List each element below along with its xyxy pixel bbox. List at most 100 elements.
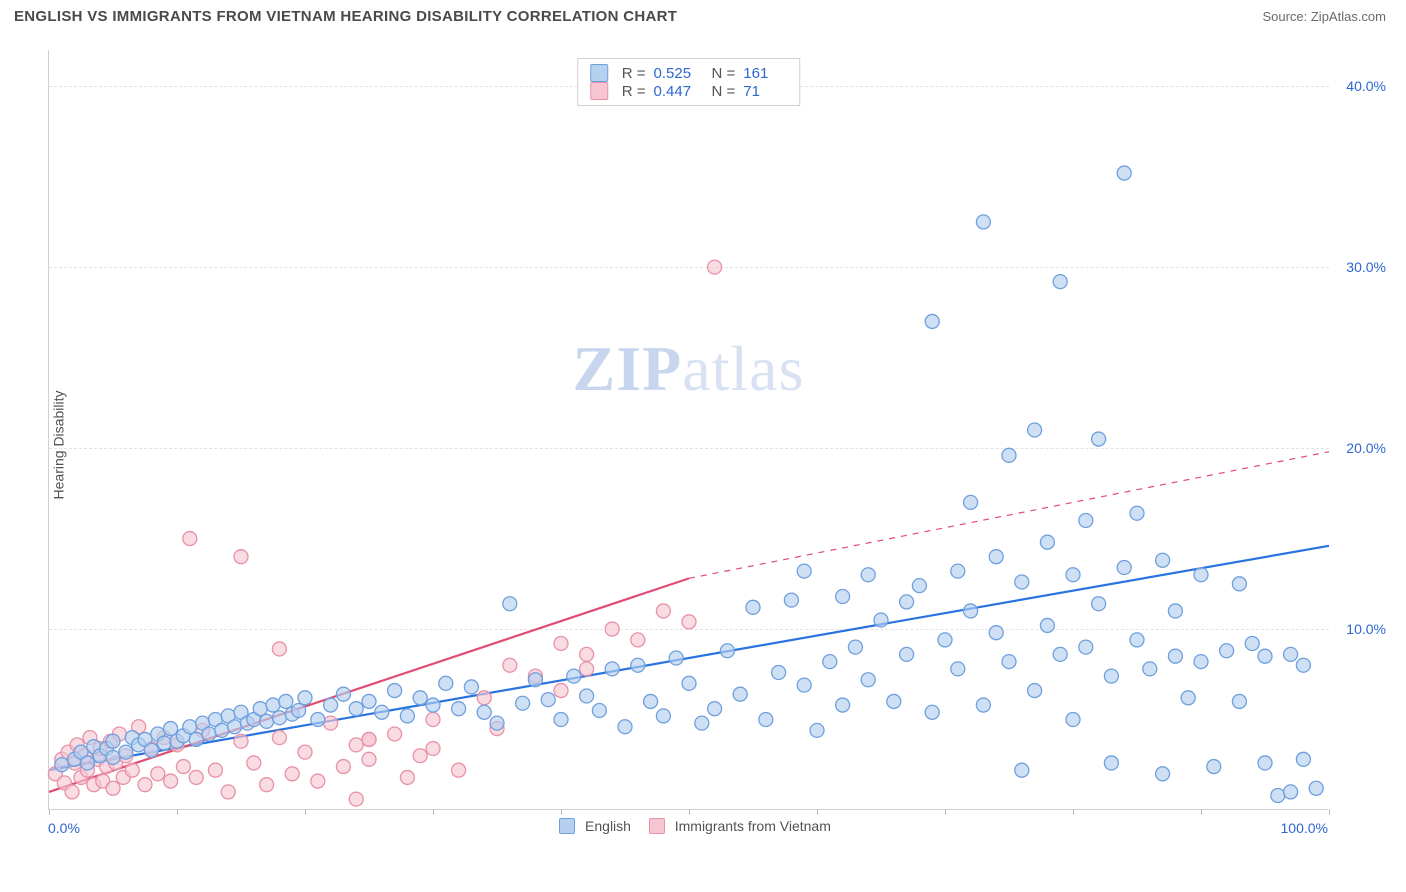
scatter-point: [746, 600, 760, 614]
scatter-point: [925, 705, 939, 719]
scatter-point: [1181, 691, 1195, 705]
scatter-point: [477, 691, 491, 705]
scatter-point: [759, 713, 773, 727]
scatter-point: [900, 647, 914, 661]
legend-swatch-english: [559, 818, 575, 834]
scatter-point: [125, 763, 139, 777]
scatter-point: [1028, 423, 1042, 437]
scatter-point: [1117, 166, 1131, 180]
scatter-point: [349, 702, 363, 716]
scatter-point: [1143, 662, 1157, 676]
scatter-point: [797, 678, 811, 692]
scatter-point: [221, 785, 235, 799]
chart-title: ENGLISH VS IMMIGRANTS FROM VIETNAM HEARI…: [14, 8, 677, 25]
y-tick-label: 20.0%: [1346, 440, 1386, 456]
scatter-point: [285, 767, 299, 781]
scatter-point: [439, 676, 453, 690]
scatter-point: [272, 731, 286, 745]
scatter-point: [938, 633, 952, 647]
scatter-point: [106, 781, 120, 795]
scatter-point: [580, 662, 594, 676]
legend-label-vietnam: Immigrants from Vietnam: [675, 818, 831, 834]
scatter-point: [669, 651, 683, 665]
scatter-point: [311, 713, 325, 727]
scatter-point: [151, 767, 165, 781]
scatter-point: [1207, 760, 1221, 774]
scatter-point: [592, 703, 606, 717]
scatter-point: [1156, 767, 1170, 781]
scatter-point: [426, 713, 440, 727]
scatter-point: [247, 756, 261, 770]
scatter-point: [656, 709, 670, 723]
scatter-point: [1104, 669, 1118, 683]
scatter-point: [580, 689, 594, 703]
scatter-point: [1232, 694, 1246, 708]
scatter-point: [189, 732, 203, 746]
scatter-point: [1168, 604, 1182, 618]
scatter-point: [55, 758, 69, 772]
scatter-point: [1015, 575, 1029, 589]
scatter-point: [324, 698, 338, 712]
scatter-point: [349, 792, 363, 806]
swatch-english: [590, 64, 608, 82]
swatch-vietnam: [590, 82, 608, 100]
scatter-point: [708, 260, 722, 274]
scatter-point: [215, 723, 229, 737]
scatter-point: [106, 734, 120, 748]
scatter-point: [452, 763, 466, 777]
scatter-point: [1079, 513, 1093, 527]
scatter-point: [228, 720, 242, 734]
y-tick-label: 40.0%: [1346, 78, 1386, 94]
scatter-point: [1092, 597, 1106, 611]
trend-line-dashed: [689, 452, 1329, 579]
scatter-point: [388, 684, 402, 698]
scatter-point: [279, 694, 293, 708]
scatter-point: [682, 676, 696, 690]
scatter-point: [1053, 647, 1067, 661]
scatter-point: [202, 727, 216, 741]
scatter-point: [292, 703, 306, 717]
scatter-point: [189, 770, 203, 784]
scatter-point: [951, 564, 965, 578]
scatter-point: [861, 673, 875, 687]
stats-row-vietnam: R = 0.447 N = 71: [590, 82, 788, 100]
scatter-point: [1015, 763, 1029, 777]
scatter-point: [138, 778, 152, 792]
scatter-point: [298, 691, 312, 705]
scatter-point: [183, 720, 197, 734]
scatter-point: [362, 732, 376, 746]
scatter-point: [989, 550, 1003, 564]
scatter-point: [567, 669, 581, 683]
scatter-point: [362, 694, 376, 708]
scatter-point: [528, 673, 542, 687]
scatter-point: [848, 640, 862, 654]
scatter-point: [1258, 756, 1272, 770]
scatter-point: [311, 774, 325, 788]
scatter-point: [80, 756, 94, 770]
plot-area: ZIPatlas 10.0%20.0%30.0%40.0% R = 0.525 …: [48, 50, 1328, 810]
scatter-point: [797, 564, 811, 578]
legend-label-english: English: [585, 818, 631, 834]
scatter-point: [925, 314, 939, 328]
scatter-point: [413, 749, 427, 763]
y-tick-label: 10.0%: [1346, 621, 1386, 637]
scatter-point: [413, 691, 427, 705]
scatter-point: [349, 738, 363, 752]
scatter-point: [1130, 506, 1144, 520]
scatter-point: [1220, 644, 1234, 658]
scatter-point: [1002, 448, 1016, 462]
scatter-point: [1271, 789, 1285, 803]
scatter-point: [631, 633, 645, 647]
scatter-point: [554, 684, 568, 698]
plot-container: Hearing Disability ZIPatlas 10.0%20.0%30…: [48, 50, 1388, 840]
scatter-point: [605, 662, 619, 676]
scatter-point: [989, 626, 1003, 640]
scatter-point: [554, 713, 568, 727]
scatter-point: [516, 696, 530, 710]
scatter-point: [605, 622, 619, 636]
scatter-point: [375, 705, 389, 719]
scatter-point: [836, 698, 850, 712]
scatter-point: [164, 722, 178, 736]
scatter-point: [1245, 637, 1259, 651]
scatter-point: [1104, 756, 1118, 770]
